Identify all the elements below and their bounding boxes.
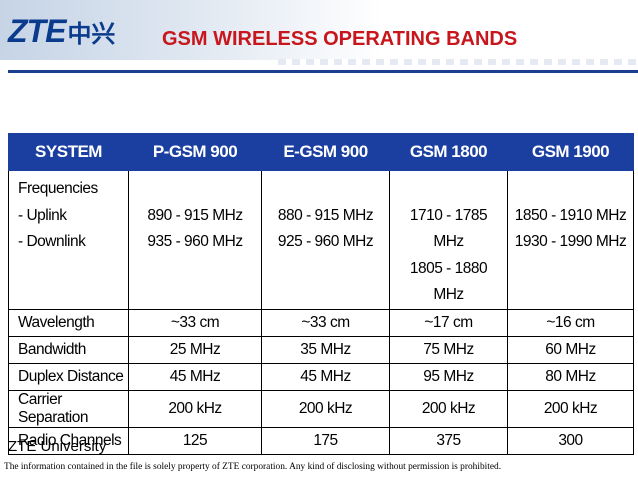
header-background [0,0,638,60]
logo-cjk-text: 中兴 [67,19,116,48]
column-header: GSM 1800 [389,133,508,171]
table-cell: 125 [128,426,262,455]
frequencies-label: Frequencies [18,180,98,197]
row-label: Carrier Separation [8,389,129,428]
logo-latin-text: ZTE [8,12,66,49]
column-header: E-GSM 900 [261,133,390,171]
table-cell: 880 - 915 MHz 925 - 960 MHz [261,170,390,310]
footer-organization: ZTE University [8,438,107,455]
uplink-label: - Uplink [18,206,67,224]
downlink-value: 925 - 960 MHz [277,233,374,250]
table-cell: 1710 - 1785 MHz 1805 - 1880 MHz [389,170,508,310]
downlink-value: 1930 - 1990 MHz [514,233,627,250]
table-row: Carrier Separation 200 kHz 200 kHz 200 kHz 2… [8,389,634,428]
row-label: Bandwidth [8,335,129,364]
downlink-value: 935 - 960 MHz [147,233,243,250]
downlink-value: 1805 - 1880 MHz [409,259,488,304]
row-label: Wavelength [8,308,129,337]
table-cell: 80 MHz [507,362,634,391]
column-header: P-GSM 900 [128,133,262,171]
table-cell: 35 MHz [261,335,390,364]
table-cell: 95 MHz [389,362,508,391]
table-row: Duplex Distance 45 MHz 45 MHz 95 MHz 80 MHz [8,362,634,391]
page-title: GSM WIRELESS OPERATING BANDS [162,28,518,50]
table-cell: 75 MHz [389,335,508,364]
table-row: Bandwidth 25 MHz 35 MHz 75 MHz 60 MHz [8,335,634,364]
table-cell: 60 MHz [507,335,634,364]
table-cell: 1850 - 1910 MHz 1930 - 1990 MHz [507,170,634,310]
table-cell: ~33 cm [261,308,390,337]
gsm-bands-table: SYSTEM P-GSM 900 E-GSM 900 GSM 1800 GSM … [8,133,634,455]
footer-disclaimer: The information contained in the file is… [4,462,502,472]
table-row-frequencies: Frequencies - Uplink - Downlink 890 - 91… [8,170,634,310]
table-cell: ~33 cm [128,308,262,337]
downlink-label: - Downlink [18,233,86,250]
uplink-value: 880 - 915 MHz [277,206,374,224]
table-cell: 25 MHz [128,335,262,364]
table-cell: 200 kHz [261,389,390,428]
column-header: SYSTEM [8,133,129,171]
uplink-value: 1850 - 1910 MHz [514,206,627,224]
row-label: Duplex Distance [8,362,129,391]
table-cell: ~17 cm [389,308,508,337]
table-cell: 200 kHz [507,389,634,428]
table-row: Wavelength ~33 cm ~33 cm ~17 cm ~16 cm [8,308,634,337]
header-decoration [278,59,638,65]
table-cell: 200 kHz [389,389,508,428]
table-row: Radio Channels 125 175 375 300 [8,426,634,455]
uplink-value: 1710 - 1785 MHz [409,206,488,251]
table-cell: 200 kHz [128,389,262,428]
table-cell: 45 MHz [261,362,390,391]
table-header-row: SYSTEM P-GSM 900 E-GSM 900 GSM 1800 GSM … [8,133,634,171]
uplink-value: 890 - 915 MHz [147,206,243,224]
table-cell: 300 [507,426,634,455]
table-cell: ~16 cm [507,308,634,337]
table-cell: 45 MHz [128,362,262,391]
title-divider [8,70,638,73]
zte-logo: ZTE 中兴 [8,12,116,49]
row-label: Frequencies - Uplink - Downlink [8,170,129,310]
table-cell: 375 [389,426,508,455]
column-header: GSM 1900 [507,133,634,171]
table-cell: 890 - 915 MHz 935 - 960 MHz [128,170,262,310]
row-label: Radio Channels [8,426,129,455]
table-cell: 175 [261,426,390,455]
